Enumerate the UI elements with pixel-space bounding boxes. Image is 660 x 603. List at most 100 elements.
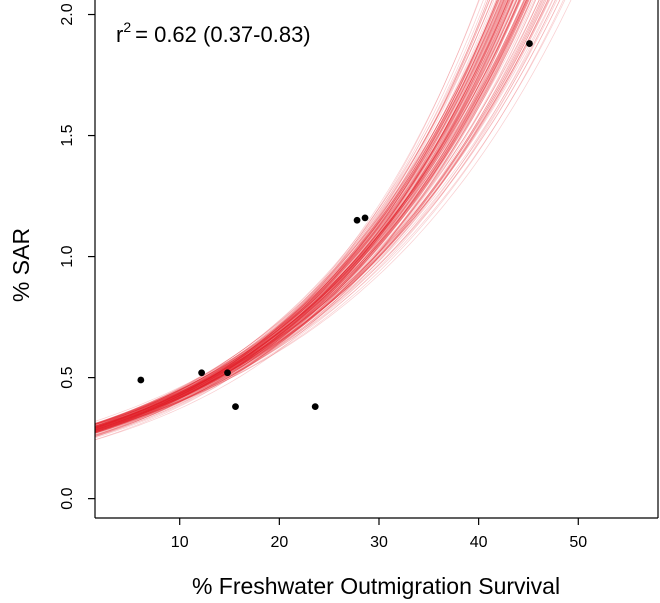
fit-curve bbox=[95, 0, 510, 431]
r-squared-annotation: r2 = 0.62 (0.37-0.83) bbox=[116, 19, 311, 47]
fit-curve bbox=[95, 0, 513, 432]
fit-curve bbox=[95, 0, 518, 430]
fit-curve bbox=[95, 0, 498, 428]
fit-curve bbox=[95, 0, 502, 430]
fit-curve bbox=[95, 0, 507, 426]
fit-curve bbox=[95, 0, 550, 427]
fit-curve bbox=[95, 0, 561, 429]
fit-curve bbox=[95, 0, 499, 431]
fit-curve bbox=[95, 0, 506, 429]
fit-curve bbox=[95, 0, 500, 429]
fit-curve bbox=[95, 0, 528, 430]
y-tick-label: 0.5 bbox=[59, 366, 76, 388]
fit-curve bbox=[95, 0, 532, 433]
fit-curve bbox=[95, 0, 532, 426]
fit-curve bbox=[95, 0, 491, 432]
fit-curve bbox=[95, 0, 528, 424]
fit-curve bbox=[95, 0, 556, 433]
fit-curve bbox=[95, 0, 518, 429]
fit-curve bbox=[95, 0, 531, 432]
fit-curve bbox=[95, 0, 542, 430]
fit-curve bbox=[95, 0, 498, 436]
fit-curve bbox=[95, 0, 520, 430]
data-points bbox=[137, 40, 533, 411]
x-tick-label: 40 bbox=[470, 534, 488, 551]
fit-curve bbox=[95, 0, 520, 428]
fit-curve bbox=[95, 0, 521, 434]
fit-curve bbox=[95, 0, 507, 433]
fit-curve bbox=[95, 0, 524, 431]
fit-curve bbox=[95, 0, 566, 429]
y-ticks: 0.0 0.5 1.0 1.5 2.0 bbox=[59, 3, 95, 510]
fit-curve bbox=[95, 0, 509, 431]
fit-curve bbox=[95, 0, 529, 429]
fit-curve bbox=[95, 0, 503, 428]
fit-curve bbox=[95, 0, 542, 429]
fit-curve bbox=[95, 0, 498, 432]
fit-curve bbox=[95, 0, 502, 429]
fit-curve bbox=[95, 0, 510, 427]
data-point bbox=[137, 376, 145, 384]
fit-curve bbox=[95, 0, 546, 433]
fit-curve bbox=[95, 0, 516, 429]
fit-curve bbox=[95, 0, 505, 437]
fit-curve bbox=[95, 0, 514, 426]
fit-curve bbox=[95, 0, 558, 427]
fit-curve bbox=[95, 0, 531, 433]
data-point bbox=[311, 403, 319, 411]
fit-curve bbox=[95, 0, 507, 432]
fit-curve bbox=[95, 0, 529, 434]
fit-curve bbox=[95, 0, 513, 433]
fit-curve bbox=[95, 0, 493, 427]
fit-curve bbox=[95, 0, 545, 426]
fit-curve bbox=[95, 0, 520, 436]
plot-frame bbox=[94, 0, 659, 519]
fit-curve bbox=[95, 0, 505, 429]
fit-curve bbox=[95, 0, 505, 429]
y-tick-label: 0.0 bbox=[59, 487, 76, 509]
fit-curve bbox=[95, 0, 547, 425]
fit-curve bbox=[95, 0, 553, 425]
data-point bbox=[353, 216, 361, 224]
fit-curve bbox=[95, 0, 503, 427]
fit-curve bbox=[95, 0, 508, 431]
fit-curve bbox=[95, 0, 572, 431]
fit-curve bbox=[95, 0, 554, 432]
data-point bbox=[198, 369, 206, 377]
fit-curve bbox=[95, 0, 500, 430]
fit-curve bbox=[95, 0, 511, 428]
fit-curve bbox=[95, 0, 506, 434]
data-point bbox=[232, 403, 239, 411]
fit-curve bbox=[95, 0, 540, 427]
fit-curve bbox=[95, 0, 502, 425]
fit-curve bbox=[95, 0, 530, 430]
fit-curve bbox=[95, 0, 520, 441]
fit-curve bbox=[95, 0, 551, 427]
fit-curve bbox=[95, 0, 493, 428]
fit-curve bbox=[95, 0, 518, 431]
fit-curve bbox=[95, 0, 505, 429]
fit-curve bbox=[95, 0, 548, 428]
fit-curve bbox=[95, 0, 549, 428]
fit-curve bbox=[95, 0, 487, 433]
fit-curve bbox=[95, 0, 514, 431]
fit-curve bbox=[95, 0, 527, 425]
fit-curve bbox=[95, 0, 502, 427]
fit-curve bbox=[95, 0, 534, 424]
fit-curve bbox=[95, 0, 509, 436]
fit-curve bbox=[95, 0, 500, 441]
fit-curve bbox=[95, 0, 509, 431]
fit-curve bbox=[95, 0, 512, 429]
fit-curve bbox=[95, 0, 499, 427]
fit-curve bbox=[95, 0, 509, 429]
fit-curve bbox=[95, 0, 501, 433]
x-ticks: 10 20 30 40 50 bbox=[171, 518, 587, 551]
fit-curve bbox=[95, 0, 536, 431]
x-tick-label: 50 bbox=[569, 534, 587, 551]
fit-curve bbox=[95, 0, 557, 425]
fit-curve bbox=[95, 0, 547, 426]
fit-curve bbox=[95, 0, 511, 430]
fit-curve bbox=[95, 0, 527, 432]
fit-curve bbox=[95, 0, 543, 430]
fit-curve bbox=[95, 0, 509, 436]
